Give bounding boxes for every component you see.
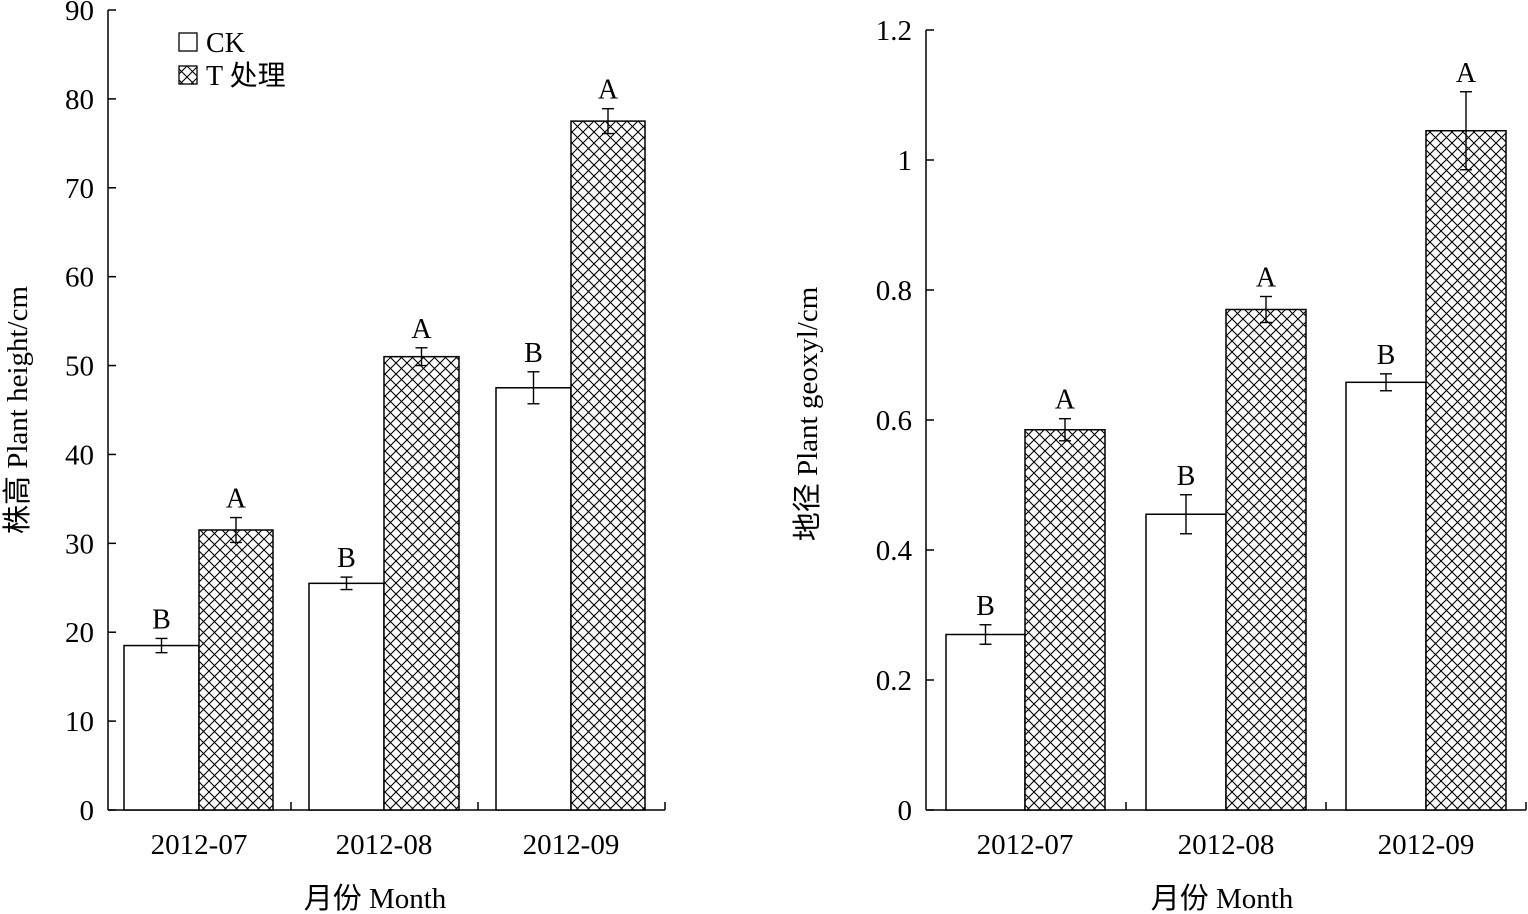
significance-label: B: [524, 338, 543, 369]
significance-label: A: [1256, 263, 1277, 294]
bar-ck-2012-09: [495, 387, 572, 811]
x-tick-label: 2012-08: [336, 829, 433, 861]
y-tick-label: 60: [65, 262, 94, 294]
legend-swatch-ck: [178, 32, 198, 52]
bar-ck-2012-07: [945, 633, 1026, 811]
bar-ck-2012-07: [123, 644, 200, 811]
bars: B A 2012-07 B A 2012-08 B A 2012-09: [123, 75, 646, 861]
bar-t-2012-08: [383, 355, 460, 811]
y-tick-label: 0: [80, 795, 95, 827]
y-tick-label: 1.2: [876, 15, 912, 47]
y-tick-label: 80: [65, 84, 94, 116]
significance-label: A: [598, 75, 619, 106]
x-tick-label: 2012-07: [151, 829, 248, 861]
legend: CK T 处理: [178, 28, 286, 92]
legend-swatch-t: [178, 65, 198, 85]
legend-label-t: T 处理: [206, 60, 286, 92]
y-tick-label: 1: [898, 145, 913, 177]
x-axis-title: 月份 Month: [1151, 882, 1294, 914]
bars: B A 2012-07 B A 2012-08 B A 2012-09: [945, 58, 1507, 861]
significance-label: A: [226, 484, 247, 515]
y-tick-label: 0.4: [876, 535, 913, 567]
significance-label: A: [1055, 385, 1076, 416]
x-tick-label: 2012-09: [523, 829, 620, 861]
bar-t-2012-09: [570, 120, 646, 811]
y-tick-label: 20: [65, 617, 94, 649]
significance-label: A: [411, 314, 432, 345]
plant-geoxyl-chart: 0 0.2 0.4 0.6 0.8 1 1.2 B A 2012-07 B A 2012-08 B A 20…: [791, 15, 1527, 914]
bar-t-2012-09: [1425, 130, 1507, 811]
y-tick-label: 70: [65, 173, 94, 205]
x-axis-title: 月份 Month: [304, 882, 447, 914]
significance-label: A: [1456, 58, 1477, 89]
x-tick-label: 2012-09: [1378, 829, 1475, 861]
y-ticks: 0 0.2 0.4 0.6 0.8 1 1.2: [876, 15, 934, 827]
x-ticks: [1125, 802, 1527, 810]
significance-label: B: [1377, 340, 1396, 371]
bar-t-2012-07: [198, 529, 274, 811]
y-tick-label: 0: [898, 795, 913, 827]
y-axis-title: 株高 Plant height/cm: [1, 286, 34, 535]
x-tick-label: 2012-07: [977, 829, 1074, 861]
y-tick-label: 50: [65, 351, 94, 383]
y-axis-title: 地径 Plant geoxyl/cm: [791, 286, 824, 541]
bar-ck-2012-09: [1345, 381, 1427, 811]
plant-height-chart: 0 10 20 30 40 50 60 70 80 90 B A 2012-07 B A 2012-08 B A…: [1, 0, 666, 914]
bar-t-2012-07: [1024, 429, 1106, 811]
bar-ck-2012-08: [1145, 513, 1227, 811]
x-tick-label: 2012-08: [1178, 829, 1275, 861]
y-tick-label: 0.8: [876, 275, 912, 307]
y-tick-label: 10: [65, 706, 94, 738]
bar-t-2012-08: [1225, 308, 1307, 811]
x-ticks: [290, 802, 666, 810]
y-tick-label: 0.2: [876, 665, 912, 697]
y-tick-label: 40: [65, 439, 94, 471]
significance-label: B: [1177, 461, 1196, 492]
legend-label-ck: CK: [206, 28, 245, 59]
y-tick-label: 90: [65, 0, 94, 27]
significance-label: B: [152, 604, 171, 635]
y-tick-label: 0.6: [876, 405, 912, 437]
significance-label: B: [337, 543, 356, 574]
y-tick-label: 30: [65, 528, 94, 560]
significance-label: B: [976, 591, 995, 622]
bar-ck-2012-08: [308, 582, 385, 811]
y-ticks: 0 10 20 30 40 50 60 70 80 90: [65, 0, 116, 827]
